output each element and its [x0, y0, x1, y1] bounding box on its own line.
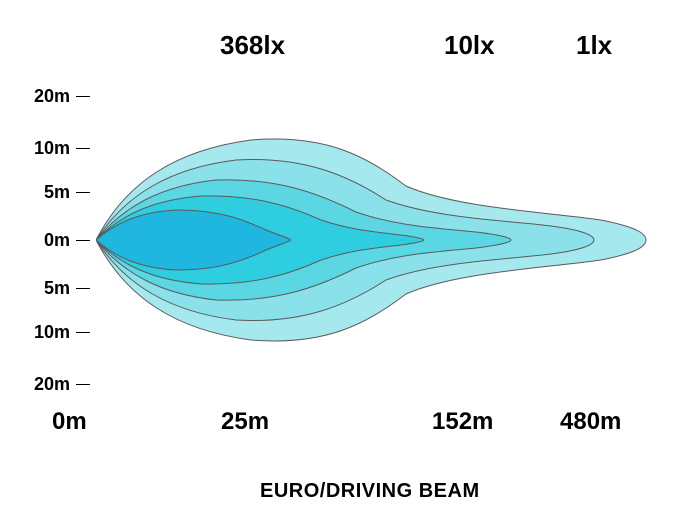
- y-tick-label: 20m: [0, 374, 70, 395]
- y-tick-dash: [76, 332, 90, 333]
- y-tick-dash: [76, 192, 90, 193]
- y-tick-dash: [76, 240, 90, 241]
- chart-subtitle: EURO/DRIVING BEAM: [260, 480, 480, 503]
- x-tick-label: 480m: [560, 408, 621, 436]
- y-tick-label: 5m: [0, 182, 70, 203]
- y-tick-label: 0m: [0, 230, 70, 251]
- y-tick-label: 20m: [0, 86, 70, 107]
- y-tick-label: 10m: [0, 322, 70, 343]
- x-tick-label: 152m: [432, 408, 493, 436]
- lx-label-10: 10lx: [444, 30, 495, 61]
- y-tick-label: 10m: [0, 138, 70, 159]
- y-tick-dash: [76, 288, 90, 289]
- y-tick-dash: [76, 148, 90, 149]
- beam-contour-plot: [96, 90, 656, 390]
- lx-label-368: 368lx: [220, 30, 285, 61]
- x-tick-label: 25m: [221, 408, 269, 436]
- y-tick-label: 5m: [0, 278, 70, 299]
- y-tick-dash: [76, 96, 90, 97]
- lx-label-1: 1lx: [576, 30, 612, 61]
- y-tick-dash: [76, 384, 90, 385]
- x-tick-label: 0m: [52, 408, 87, 436]
